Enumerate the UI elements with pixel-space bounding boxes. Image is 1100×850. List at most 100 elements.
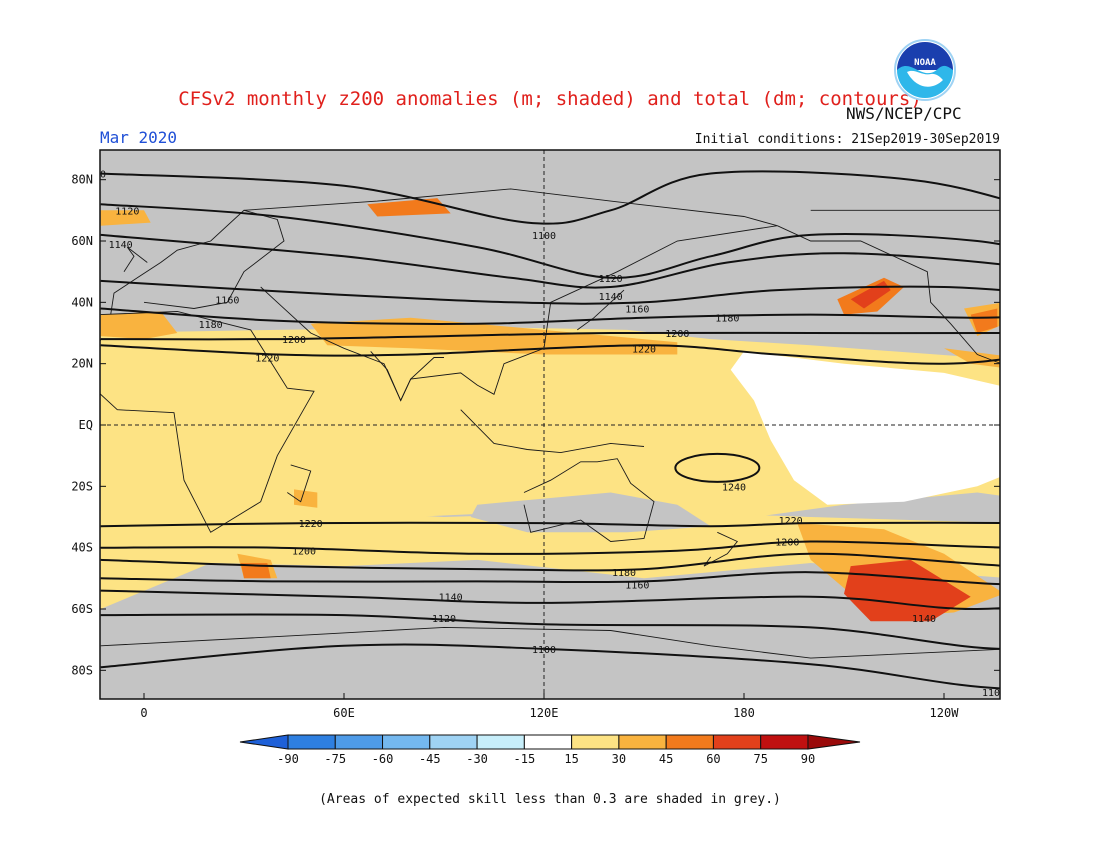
lat-tick-label: 40N (71, 295, 93, 309)
contour-1220-north (100, 344, 1000, 365)
lon-tick-label: 180 (733, 706, 755, 720)
colorbar-tick-label: -90 (277, 752, 299, 766)
lat-tick-label: 20N (71, 357, 93, 371)
contour-label: 1120 (599, 274, 623, 285)
colorbar-arrow-low (239, 734, 289, 750)
contour-1100-south (100, 643, 1000, 690)
colorbar-tick-label: -45 (419, 752, 441, 766)
contour-label: 1200 (292, 547, 316, 558)
contour-1160-north (100, 279, 1000, 305)
contour-label: 1140 (109, 240, 133, 251)
contour-label: 1140 (439, 593, 463, 604)
contour-label: 1100 (82, 170, 106, 181)
contour-1200-north (100, 331, 1000, 341)
height-contours (100, 170, 1000, 690)
coast-uk (123, 246, 148, 272)
lon-tick-label: 60E (333, 706, 355, 720)
contour-label: 1200 (665, 329, 689, 340)
contour-label: 1140 (912, 614, 936, 625)
anomaly-orange-caribbean (944, 348, 1000, 368)
contour-label: 1140 (599, 292, 623, 303)
noaa-logo: NOAA (894, 39, 956, 101)
coast-antarctica (100, 626, 1000, 659)
lat-tick-label: EQ (79, 418, 93, 432)
coastlines (100, 188, 1000, 659)
colorbar-swatch (665, 734, 714, 750)
lat-tick-label: 60S (71, 602, 93, 616)
contour-1240-loop (674, 452, 761, 483)
colorbar-swatch (382, 734, 431, 750)
colorbar-swatch (476, 734, 525, 750)
lat-tick-label: 60N (71, 234, 93, 248)
contour-label: 1200 (775, 538, 799, 549)
contour-1220-south (100, 521, 1000, 528)
contour-label: 1160 (215, 295, 239, 306)
latitude-axis: 80N 60N 40N 20N EQ 20S 40S 60S 80S (71, 173, 1000, 677)
contour-label: 1200 (282, 335, 306, 346)
colorbar-swatch (760, 734, 809, 750)
initial-conditions-label: Initial conditions: 21Sep2019-30Sep2019 (694, 132, 1000, 147)
contour-label: 1180 (199, 320, 223, 331)
lon-tick-label: 120W (930, 706, 960, 720)
coast-madagascar (287, 464, 312, 503)
contour-label: 1160 (625, 580, 649, 591)
noaa-logo-text: NOAA (914, 58, 936, 68)
chart-title: CFSv2 monthly z200 anomalies (m; shaded)… (178, 88, 922, 110)
coast-north-america (777, 209, 1000, 364)
colorbar-tick-label: 75 (753, 752, 767, 766)
colorbar-swatch (287, 734, 336, 750)
contour-1120-north (100, 203, 1000, 279)
colorbar-tick-label: 45 (659, 752, 673, 766)
contour-label: 1240 (722, 482, 746, 493)
anomaly-dark-orange-north-america (970, 308, 998, 333)
contour-label: 1160 (625, 304, 649, 315)
contour-1180-north (100, 307, 1000, 325)
colorbar-swatch (334, 734, 384, 750)
coast-africa (100, 311, 315, 533)
anomaly-dark-orange-africa-south (240, 563, 271, 579)
colorbar-tick-label: 15 (564, 752, 578, 766)
colorbar-swatch (618, 734, 667, 750)
contour-1120-south (100, 613, 1000, 650)
colorbar-swatch (712, 734, 762, 750)
colorbar-swatch (523, 734, 573, 750)
anomaly-white-east-pacific (730, 351, 1000, 505)
anomaly-orange-north-atlantic (100, 210, 151, 226)
contour-1160-south (100, 571, 1000, 586)
contour-1140-north (100, 233, 1000, 289)
contour-1100-north (100, 170, 1000, 225)
map-layers: 1100112011401160118012001220110011201140… (82, 150, 1000, 699)
contour-label: 1220 (632, 344, 656, 355)
anomaly-yellow-south-band (100, 507, 1000, 609)
anomaly-orange-atlantic-north (100, 311, 178, 340)
colorbar-arrow-high (807, 734, 861, 750)
month-label: Mar 2020 (100, 128, 178, 147)
coast-japan (577, 289, 625, 331)
anomaly-orange-indian (294, 489, 318, 508)
contour-label: 1220 (299, 519, 323, 530)
lat-tick-label: 80S (71, 663, 93, 677)
lon-tick-label: 0 (140, 706, 147, 720)
contour-label: 1220 (779, 516, 803, 527)
colorbar-tick-label: -30 (466, 752, 488, 766)
colorbar-tick-label: 90 (801, 752, 815, 766)
longitude-axis: 060E120E180120W60W0 (140, 693, 960, 720)
colorbar-tick-label: 30 (612, 752, 626, 766)
skill-footnote: (Areas of expected skill less than 0.3 a… (319, 792, 781, 807)
anomaly-shading (100, 198, 1000, 699)
lat-tick-label: 20S (71, 479, 93, 493)
contour-label: 1220 (255, 354, 279, 365)
anomaly-red-north-pacific (850, 280, 891, 309)
colorbar-swatch (429, 734, 478, 750)
contour-1200-south (100, 540, 1000, 555)
contour-1140-south (100, 589, 1000, 611)
contour-label: 1180 (715, 314, 739, 325)
colorbar-tick-label: -75 (324, 752, 346, 766)
lon-tick-label: 120E (530, 706, 559, 720)
contour-1180-south (100, 552, 1000, 572)
contour-label: 1120 (432, 614, 456, 625)
coast-australia (523, 458, 655, 542)
colorbar-tick-label: 60 (706, 752, 720, 766)
